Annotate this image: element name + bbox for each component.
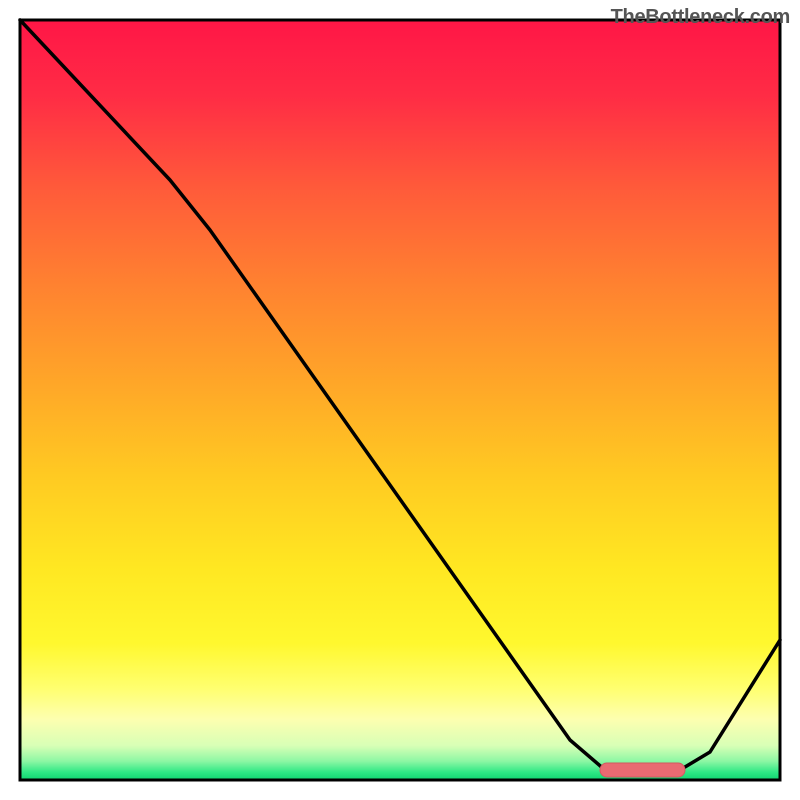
chart-overlay — [0, 0, 800, 800]
bottleneck-curve — [20, 20, 780, 770]
optimal-marker — [600, 763, 685, 777]
watermark-text: TheBottleneck.com — [611, 6, 790, 29]
bottleneck-chart: TheBottleneck.com — [0, 0, 800, 800]
plot-frame — [20, 20, 780, 780]
